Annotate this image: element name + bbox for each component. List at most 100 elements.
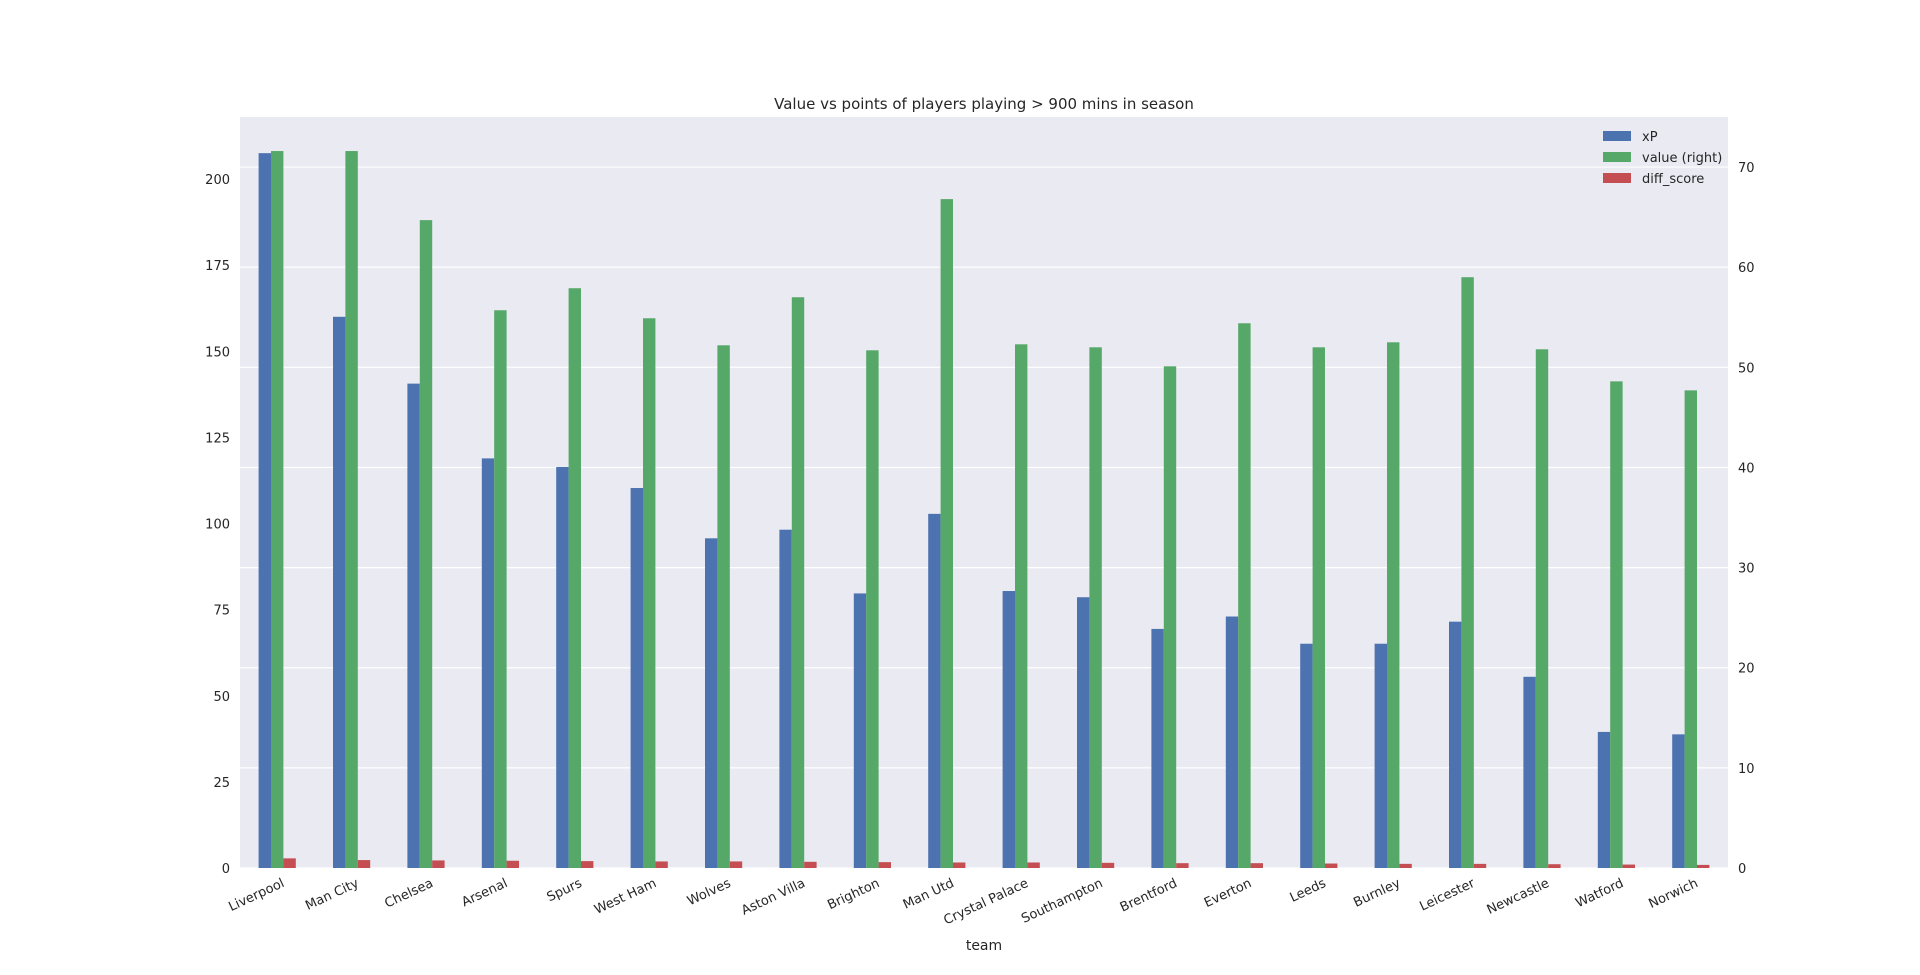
bar-value-right [1684,390,1697,868]
bar-xp [1597,731,1611,868]
y-tick-label: 175 [205,259,230,274]
bar-value-right [717,345,730,869]
bar-diff-score [729,861,743,868]
bar-diff-score [506,860,519,868]
bar-xp [1300,643,1313,868]
x-tick-label: Leicester [1417,876,1477,915]
y-right-tick-label: 60 [1738,261,1755,276]
bar-diff-score [1250,863,1263,868]
y-right-tick-label: 40 [1738,461,1755,476]
x-tick-label: Brighton [825,876,882,913]
bar-xp [1449,621,1462,868]
legend-swatch [1603,131,1631,141]
bar-diff-score [1399,863,1412,868]
bars [258,151,1710,869]
chart-title: Value vs points of players playing > 900… [774,95,1194,113]
x-tick-label: Brentford [1118,876,1180,915]
x-tick-label: Wolves [685,876,733,909]
legend: xP value (right) diff_score [1603,130,1722,187]
x-tick-label: Southampton [1019,876,1105,927]
legend-label: diff_score [1642,172,1704,187]
bar-diff-score [655,861,668,868]
y-right-tick-label: 30 [1738,562,1755,577]
bar-xp [630,488,643,868]
bar-diff-score [1697,864,1710,868]
bar-value-right [1163,366,1177,868]
y-right-tick-label: 70 [1738,161,1755,176]
x-tick-label: Arsenal [459,876,510,910]
x-tick-label: Man City [303,876,361,914]
y-right-tick-label: 50 [1738,361,1755,376]
bar-value-right [345,151,358,868]
right-y-axis: 0 10 20 30 40 50 60 70 [1738,161,1755,877]
bar-xp [333,316,346,868]
x-tick-label: Spurs [545,876,585,905]
legend-label: xP [1642,130,1658,145]
bar-value-right [271,151,284,868]
bar-xp [1523,676,1536,868]
bar-value-right [1535,349,1549,868]
bar-xp [1002,591,1015,868]
y-right-tick-label: 20 [1738,662,1755,677]
y-tick-label: 150 [205,345,230,360]
bar-diff-score [1176,863,1189,868]
bar-xp [705,538,718,868]
plot-background [240,117,1728,868]
legend-label: value (right) [1642,151,1722,166]
x-tick-label: Newcastle [1485,876,1552,918]
bar-value-right [1387,342,1400,868]
bar-value-right [568,288,581,868]
x-axis: Liverpool Man City Chelsea Arsenal Spurs West… [226,876,1700,929]
bar-value-right [494,310,507,868]
bar-value-right [643,318,656,868]
x-tick-label: Aston Villa [739,876,807,919]
legend-swatch [1603,173,1631,183]
y-tick-label: 125 [205,431,230,446]
x-tick-label: Liverpool [226,876,286,915]
bar-diff-score [1325,863,1338,868]
bar-value-right [419,220,433,868]
bar-diff-score [432,860,445,868]
bar-diff-score [1027,862,1040,868]
bar-value-right [1238,323,1251,868]
bar-xp [258,153,271,869]
bar-xp [556,467,569,868]
bar-xp [853,593,867,868]
y-tick-label: 200 [205,173,230,188]
y-right-tick-label: 10 [1738,762,1755,777]
legend-swatch [1603,152,1631,162]
x-tick-label: Leeds [1288,876,1329,906]
bar-value-right [1312,347,1325,869]
bar-value-right [1089,347,1102,869]
bar-value-right [866,350,879,868]
bar-value-right [940,199,953,869]
x-axis-label: team [966,938,1002,954]
bar-diff-score [357,860,371,868]
bar-xp [407,383,420,868]
bar-xp [1672,734,1685,868]
y-tick-label: 50 [213,690,230,705]
bar-diff-score [283,858,296,868]
bar-diff-score [1473,863,1487,868]
bar-diff-score [804,861,817,868]
bar-diff-score [1101,862,1115,868]
bar-diff-score [1622,864,1635,868]
x-tick-label: Everton [1202,876,1254,911]
x-tick-label: Watford [1574,876,1627,911]
bar-xp [1374,643,1387,868]
bar-value-right [791,297,805,868]
bar-xp [481,458,495,868]
y-tick-label: 25 [213,776,230,791]
bar-xp [1225,616,1239,868]
x-tick-label: Norwich [1646,876,1700,912]
y-tick-label: 0 [222,862,230,877]
bar-value-right [1015,344,1028,868]
y-tick-label: 75 [213,604,230,619]
x-tick-label: Man Utd [901,876,957,913]
y-tick-label: 100 [205,518,230,533]
bar-xp [779,529,792,868]
bar-value-right [1461,277,1474,868]
bar-diff-score [878,862,891,868]
bar-diff-score [581,861,594,868]
